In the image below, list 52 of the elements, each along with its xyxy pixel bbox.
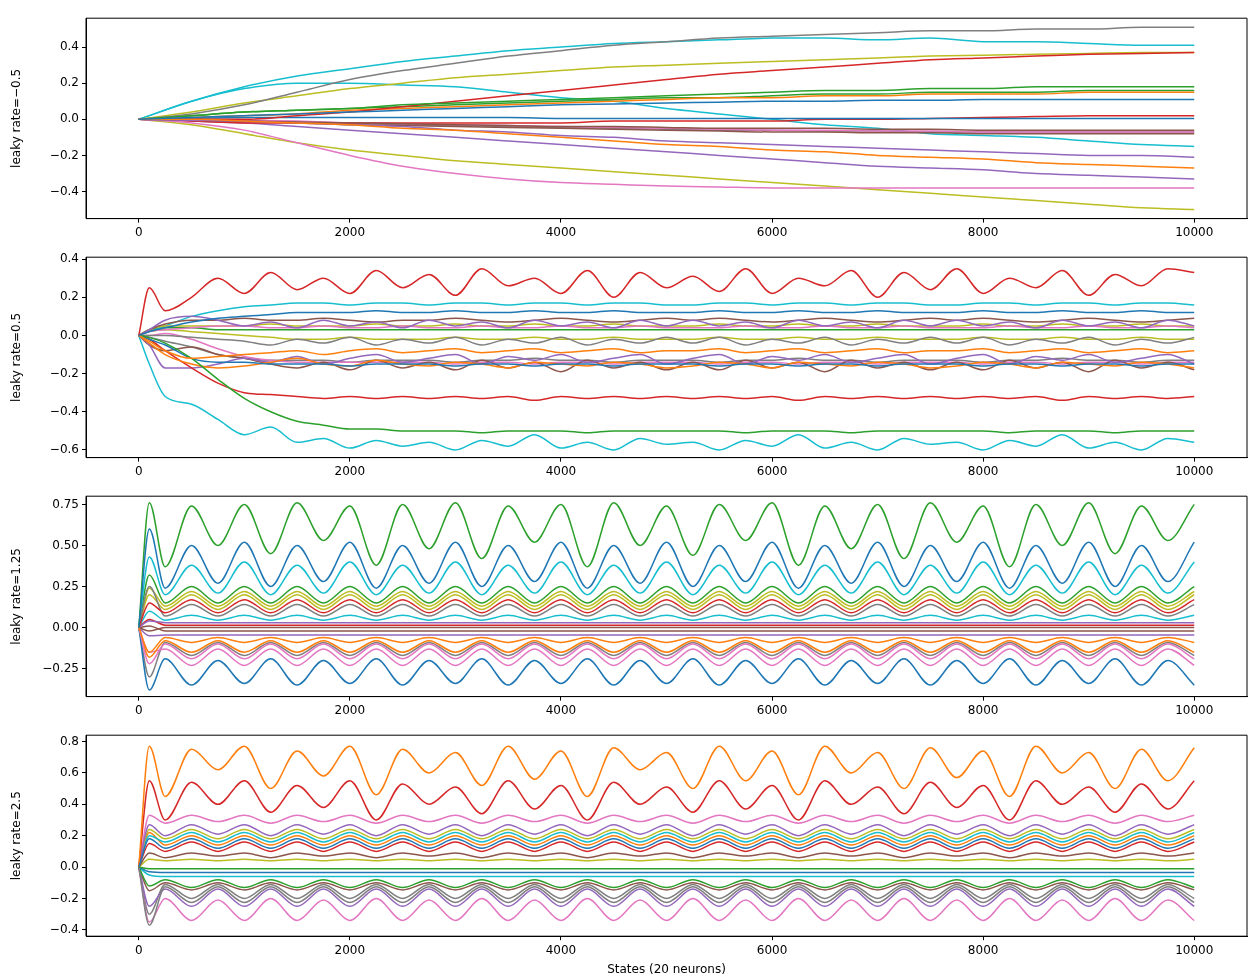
y-axis-title: leaky rate=1.25: [9, 548, 24, 645]
y-tick-label: 0.4: [59, 251, 79, 266]
y-axis-title: leaky rate=0.5: [9, 312, 24, 402]
x-tick-label: 4000: [545, 224, 577, 239]
x-tick-label: 10000: [1175, 702, 1214, 717]
y-tick-label: −0.2: [49, 147, 79, 162]
y-tick-label: 0.8: [59, 733, 79, 748]
x-tick-label: 10000: [1175, 224, 1214, 239]
y-tick-label: 0.2: [59, 75, 79, 90]
x-tick-label: 0: [134, 463, 143, 478]
x-tick-label: 4000: [545, 702, 577, 717]
x-tick-label: 0: [134, 224, 143, 239]
x-tick-label: 8000: [967, 224, 999, 239]
y-tick-label: 0.50: [52, 537, 79, 552]
x-tick-label: 4000: [545, 942, 577, 957]
y-tick-label: −0.4: [49, 403, 79, 418]
x-tick-label: 2000: [334, 702, 366, 717]
x-tick-label: 2000: [334, 224, 366, 239]
y-axis-title: leaky rate=−0.5: [9, 68, 24, 168]
x-tick-label: 4000: [545, 463, 577, 478]
x-tick-label: 10000: [1175, 463, 1214, 478]
y-tick-label: 0.2: [59, 827, 79, 842]
x-tick-label: 0: [134, 942, 143, 957]
y-tick-label: 0.0: [59, 111, 79, 126]
y-tick-label: −0.4: [49, 183, 79, 198]
y-tick-label: 0.6: [59, 765, 79, 780]
x-tick-label: 6000: [756, 463, 788, 478]
x-tick-label: 6000: [756, 702, 788, 717]
y-tick-label: 0.0: [59, 859, 79, 874]
x-tick-label: 6000: [756, 942, 788, 957]
x-tick-label: 8000: [967, 942, 999, 957]
x-axis-title: States (20 neurons): [607, 961, 726, 976]
y-tick-label: −0.25: [42, 660, 79, 675]
y-tick-label: −0.4: [49, 922, 79, 937]
x-tick-label: 10000: [1175, 942, 1214, 957]
y-tick-label: 0.4: [59, 796, 79, 811]
y-tick-label: 0.4: [59, 39, 79, 54]
y-tick-label: −0.2: [49, 365, 79, 380]
y-tick-label: −0.6: [49, 442, 79, 457]
x-tick-label: 8000: [967, 702, 999, 717]
x-tick-label: 2000: [334, 463, 366, 478]
x-tick-label: 2000: [334, 942, 366, 957]
x-tick-label: 0: [134, 702, 143, 717]
y-tick-label: 0.75: [52, 496, 79, 511]
y-axis-title: leaky rate=2.5: [9, 791, 24, 881]
y-tick-label: 0.25: [52, 578, 79, 593]
y-tick-label: 0.2: [59, 289, 79, 304]
x-tick-label: 8000: [967, 463, 999, 478]
y-tick-label: −0.2: [49, 890, 79, 905]
x-tick-label: 6000: [756, 224, 788, 239]
y-tick-label: 0.00: [52, 619, 79, 634]
y-tick-label: 0.0: [59, 327, 79, 342]
